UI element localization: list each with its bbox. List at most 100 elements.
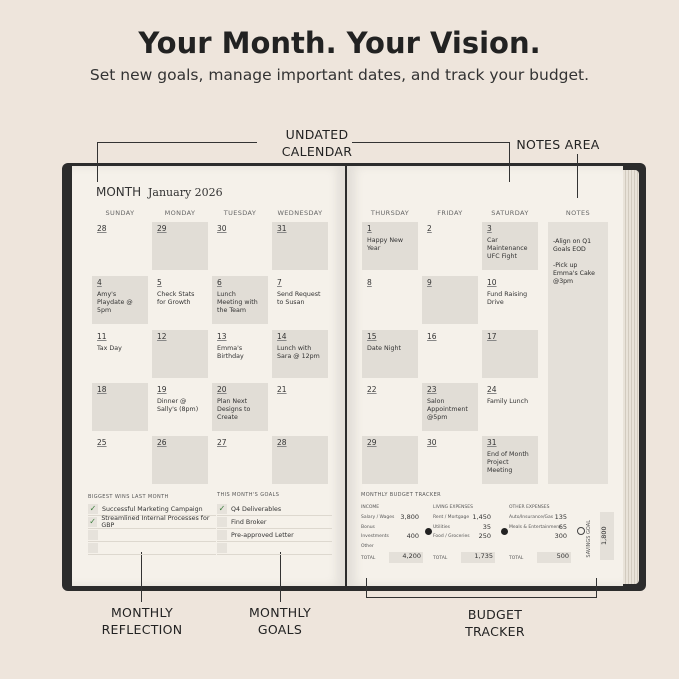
- checklist-item[interactable]: ✓ Successful Marketing Campaign: [88, 503, 216, 516]
- checkbox[interactable]: [217, 543, 227, 553]
- calendar-day-cell[interactable]: 23 Salon Appointment @5pm: [422, 383, 478, 431]
- goals-title: THIS MONTH'S GOALS: [217, 492, 280, 498]
- calendar-day-cell[interactable]: 2: [422, 222, 478, 270]
- calendar-day-cell[interactable]: 30: [422, 436, 478, 484]
- calendar-day-cell[interactable]: 31: [272, 222, 328, 270]
- day-number: 10: [487, 278, 497, 287]
- budget-row-value[interactable]: 35: [482, 522, 491, 531]
- calendar-day-cell[interactable]: 3 Car Maintenance UFC Fight: [482, 222, 538, 270]
- checkbox[interactable]: ✓: [88, 504, 98, 514]
- budget-total-value[interactable]: 4,200: [389, 552, 423, 563]
- budget-row-value[interactable]: 135: [554, 513, 567, 521]
- calendar-day-cell[interactable]: 30: [212, 222, 268, 270]
- calendar-day-cell[interactable]: 1 Happy New Year: [362, 222, 418, 270]
- calendar-day-cell[interactable]: 22: [362, 383, 418, 431]
- calendar-day-cell[interactable]: 5 Check Stats for Growth: [152, 276, 208, 324]
- day-number: 14: [277, 332, 287, 341]
- budget-row-value[interactable]: 250: [478, 532, 491, 540]
- budget-row-value[interactable]: 300: [554, 532, 567, 540]
- day-note: Check Stats for Growth: [157, 291, 195, 306]
- calendar-day-cell[interactable]: 20 Plan Next Designs to Create: [212, 383, 268, 431]
- budget-row-value[interactable]: 1,450: [472, 513, 491, 521]
- notes-area[interactable]: -Align on Q1 Goals EOD -Pick up Emma's C…: [548, 222, 608, 484]
- calendar-day-cell[interactable]: 18: [92, 383, 148, 431]
- calendar-day-cell[interactable]: 15 Date Night: [362, 330, 418, 378]
- pointer-line: [352, 142, 510, 143]
- checkbox[interactable]: ✓: [88, 517, 98, 527]
- checkbox[interactable]: ✓: [217, 504, 227, 514]
- checklist-item[interactable]: [88, 542, 216, 555]
- day-header: FRIDAY: [437, 209, 463, 217]
- day-number: 1: [367, 224, 372, 233]
- calendar-day-cell[interactable]: 6 Lunch Meeting with the Team: [212, 276, 268, 324]
- day-number: 29: [157, 224, 167, 233]
- note: -Pick up Emma's Cake @3pm: [553, 262, 595, 285]
- calendar-day-cell[interactable]: 19 Dinner @ Sally's (8pm): [152, 383, 208, 431]
- day-note: Car Maintenance UFC Fight: [487, 237, 528, 260]
- savings-value[interactable]: 1,800: [600, 512, 614, 560]
- day-note: Salon Appointment @5pm: [427, 398, 468, 421]
- budget-total-value[interactable]: 1,735: [461, 552, 495, 563]
- day-note: Send Request to Susan: [277, 291, 321, 306]
- calendar-day-cell[interactable]: 31 End of Month Project Meeting: [482, 436, 538, 484]
- day-number: 30: [427, 438, 437, 447]
- pointer-line: [509, 142, 510, 182]
- pointer-line: [97, 142, 257, 143]
- callout-budget: BUDGET TRACKER: [465, 607, 525, 639]
- calendar-day-cell[interactable]: 17: [482, 330, 538, 378]
- budget-title: MONTHLY BUDGET TRACKER: [361, 492, 442, 498]
- pointer-line: [596, 578, 597, 598]
- day-number: 27: [217, 438, 227, 447]
- checklist-item[interactable]: ✓ Q4 Deliverables: [217, 503, 332, 516]
- budget-row-value[interactable]: 3,800: [400, 513, 419, 521]
- day-note: Dinner @ Sally's (8pm): [157, 398, 199, 413]
- day-number: 11: [97, 332, 107, 341]
- calendar-day-cell[interactable]: 11 Tax Day: [92, 330, 148, 378]
- budget-total-label: TOTAL: [433, 556, 448, 561]
- calendar-day-cell[interactable]: 12: [152, 330, 208, 378]
- checkbox[interactable]: [217, 530, 227, 540]
- checkbox[interactable]: [88, 530, 98, 540]
- calendar-day-cell[interactable]: 16: [422, 330, 478, 378]
- calendar-day-cell[interactable]: 25: [92, 436, 148, 484]
- checklist-item[interactable]: ✓ Streamlined Internal Processes for GBP: [88, 515, 216, 529]
- checklist-item[interactable]: [217, 542, 332, 555]
- checklist-text: Streamlined Internal Processes for GBP: [101, 515, 210, 529]
- budget-row-label: Food / Groceries: [433, 534, 470, 539]
- month-value[interactable]: January 2026: [148, 186, 223, 199]
- day-header: WEDNESDAY: [277, 209, 323, 217]
- calendar-day-cell[interactable]: 28: [272, 436, 328, 484]
- budget-row-value[interactable]: 65: [558, 522, 567, 531]
- budget-group-title: INCOME: [361, 505, 380, 510]
- calendar-day-cell[interactable]: 29: [362, 436, 418, 484]
- calendar-day-cell[interactable]: 14 Lunch with Sara @ 12pm: [272, 330, 328, 378]
- checkbox[interactable]: [88, 543, 98, 553]
- calendar-day-cell[interactable]: 13 Emma's Birthday: [212, 330, 268, 378]
- checklist-item[interactable]: Pre-approved Letter: [217, 529, 332, 542]
- checklist-text: Find Broker: [231, 518, 267, 526]
- calendar-day-cell[interactable]: 28: [92, 222, 148, 270]
- budget-row-label: Bonus: [361, 524, 375, 530]
- checkbox[interactable]: [217, 517, 227, 527]
- budget-row-value[interactable]: 400: [406, 532, 419, 540]
- checklist-item[interactable]: [88, 529, 216, 542]
- calendar-day-cell[interactable]: 21: [272, 383, 328, 431]
- calendar-day-cell[interactable]: 26: [152, 436, 208, 484]
- callout-notes: NOTES AREA: [516, 137, 600, 152]
- minus-icon: [425, 528, 432, 535]
- calendar-day-cell[interactable]: 9: [422, 276, 478, 324]
- calendar-day-cell[interactable]: 7 Send Request to Susan: [272, 276, 328, 324]
- calendar-day-cell[interactable]: 4 Amy's Playdate @ 5pm: [92, 276, 148, 324]
- day-note: End of Month Project Meeting: [487, 451, 529, 474]
- day-number: 12: [157, 332, 167, 341]
- budget-total-value[interactable]: 500: [537, 552, 571, 563]
- checklist-item[interactable]: Find Broker: [217, 516, 332, 529]
- goals-list: ✓ Q4 Deliverables Find Broker Pre-approved …: [217, 503, 332, 555]
- calendar-day-cell[interactable]: 27: [212, 436, 268, 484]
- calendar-day-cell[interactable]: 10 Fund Raising Drive: [482, 276, 538, 324]
- callout-calendar: UNDATED CALENDAR: [281, 127, 353, 159]
- calendar-day-cell[interactable]: 24 Family Lunch: [482, 383, 538, 431]
- calendar-day-cell[interactable]: 29: [152, 222, 208, 270]
- calendar-day-cell[interactable]: 8: [362, 276, 418, 324]
- day-number: 26: [157, 438, 167, 447]
